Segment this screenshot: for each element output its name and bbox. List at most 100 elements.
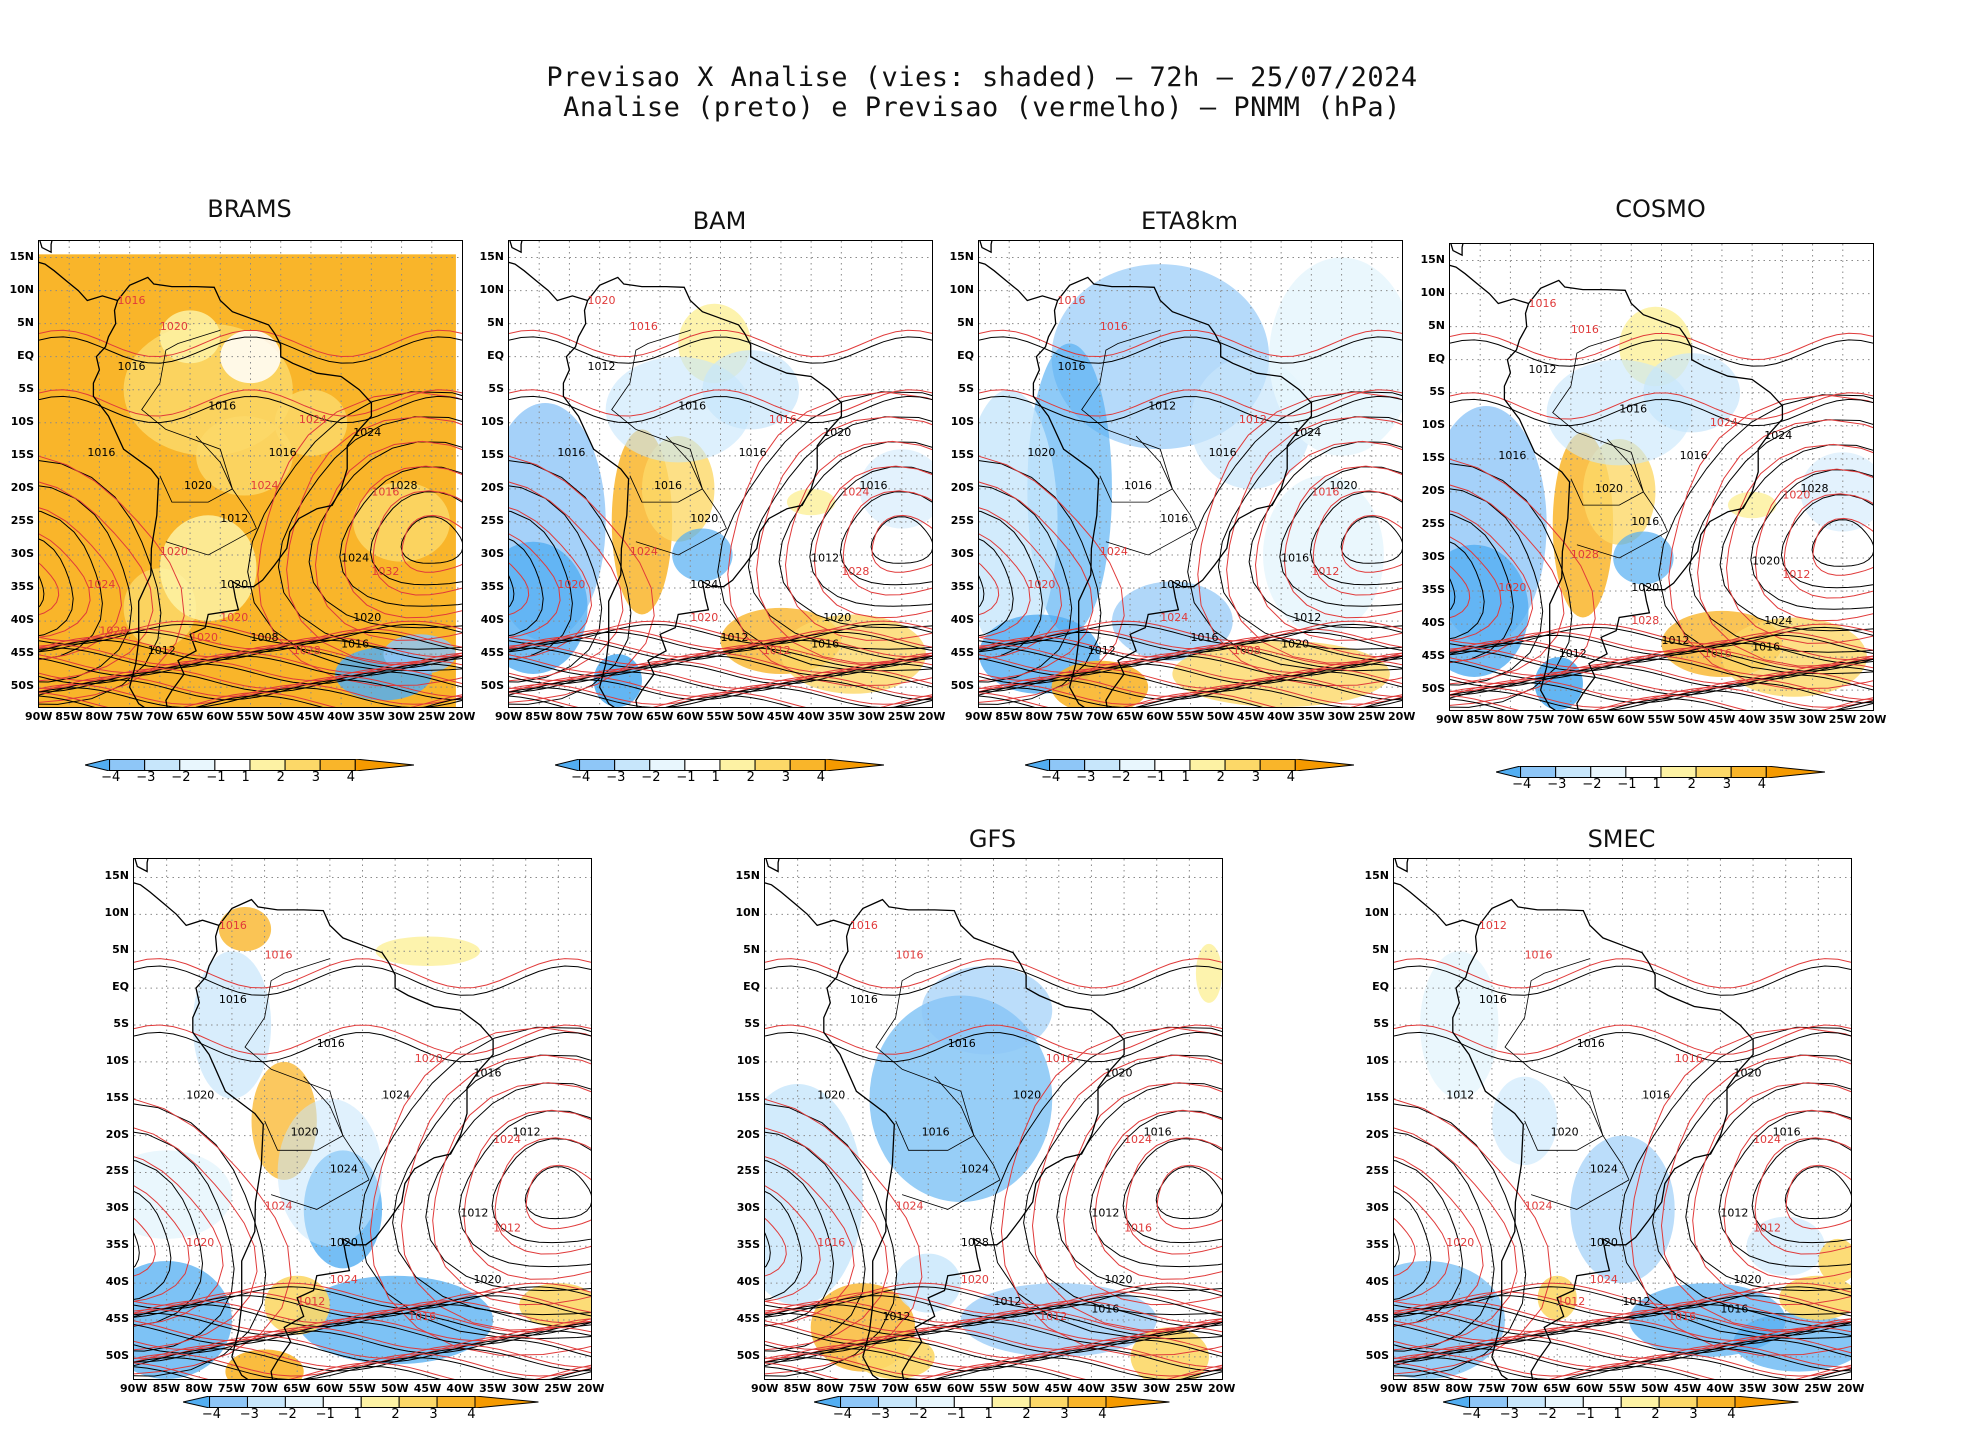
isobar-label-analysis: 1020 xyxy=(823,611,851,624)
isobar-label-analysis: 1016 xyxy=(739,446,767,459)
border xyxy=(901,1179,1001,1210)
isobar xyxy=(134,1031,591,1063)
border xyxy=(1530,1179,1630,1210)
isobar-label-analysis: 1016 xyxy=(850,993,878,1006)
isobar-label-forecast: 1024 xyxy=(1710,416,1738,429)
isobar-label-analysis: 1012 xyxy=(460,1207,488,1220)
isobar-label-forecast: 1016 xyxy=(817,1236,845,1249)
colorbar-swatch xyxy=(1118,759,1155,771)
isobar xyxy=(1394,1362,1851,1379)
isobar-label-analysis: 1016 xyxy=(473,1067,501,1080)
isobar-label-analysis: 1020 xyxy=(1281,638,1309,651)
isobar-label-forecast: 1016 xyxy=(265,949,293,962)
isobar xyxy=(1450,541,1485,640)
isobar-label-analysis: 1012 xyxy=(220,512,248,525)
lat-tick-label: 5S xyxy=(113,1016,129,1030)
lat-tick-label: 15N xyxy=(735,869,760,883)
colorbar-swatch xyxy=(1105,1395,1170,1409)
isobar xyxy=(39,336,462,364)
isobar xyxy=(1394,1326,1851,1351)
lat-tick-label: 30S xyxy=(480,546,504,560)
isobar-label-forecast: 1016 xyxy=(1525,949,1553,962)
isobar-label-analysis: 1016 xyxy=(1191,631,1219,644)
isobar xyxy=(134,1365,591,1379)
isobar xyxy=(979,507,1063,660)
isobar-label-analysis: 1024 xyxy=(1590,1162,1618,1175)
isobar-label-forecast: 1012 xyxy=(297,1295,325,1308)
isobar-label-forecast: 1020 xyxy=(1498,581,1526,594)
isobar xyxy=(1248,441,1402,629)
isobar-label-analysis: 1016 xyxy=(1642,1089,1670,1102)
isobar-label-forecast: 1020 xyxy=(588,294,616,307)
isobar xyxy=(979,644,1402,666)
coastline xyxy=(92,276,373,707)
lat-tick-label: 45S xyxy=(10,646,34,660)
colorbar-swatch xyxy=(1224,759,1261,771)
isobar xyxy=(979,389,1402,417)
lon-tick-label: 50W xyxy=(1641,1382,1669,1395)
colorbar-label: 3 xyxy=(1060,1407,1069,1422)
isobar xyxy=(247,391,462,672)
colorbar-label: −4 xyxy=(201,1407,221,1422)
isobar xyxy=(809,466,932,607)
isobar xyxy=(425,1082,591,1292)
colorbar-swatch xyxy=(284,759,321,771)
isobar xyxy=(1394,1365,1851,1379)
isobar xyxy=(1394,1312,1851,1337)
isobar-label-forecast: 1012 xyxy=(1039,1310,1067,1323)
colorbar-label: 2 xyxy=(1687,777,1696,792)
lon-tick-label: 50W xyxy=(381,1382,409,1395)
isobar-label-forecast: 1016 xyxy=(896,949,924,962)
lat-tick-label: 20S xyxy=(736,1127,760,1141)
colorbar-swatch xyxy=(1734,1395,1799,1409)
colorbar-swatch xyxy=(108,759,145,771)
colorbar-label: 4 xyxy=(467,1407,476,1422)
lon-tick-label: 55W xyxy=(1608,1382,1636,1395)
isobar xyxy=(134,965,591,996)
isobar xyxy=(1394,1024,1851,1055)
isobar-label-forecast: 1028 xyxy=(293,644,321,657)
isobar xyxy=(1660,1054,1851,1331)
lon-tick-label: 20W xyxy=(918,710,946,723)
isobar-label-forecast: 1024 xyxy=(1100,545,1128,558)
isobar xyxy=(39,660,462,682)
isobar xyxy=(39,628,462,650)
isobar xyxy=(39,623,462,645)
lon-tick-label: 70W xyxy=(881,1382,910,1395)
lon-tick-label: 80W xyxy=(816,1382,844,1395)
lon-tick-label: 55W xyxy=(1176,710,1204,723)
isobar-label-analysis: 1016 xyxy=(1680,449,1708,462)
lat-tick-label: 45S xyxy=(480,646,504,660)
isobar xyxy=(979,676,1402,697)
isobar-label-forecast: 1016 xyxy=(1668,1310,1696,1323)
isobar xyxy=(509,644,932,666)
isobar xyxy=(134,1344,591,1368)
lon-tick-label: 65W xyxy=(1543,1382,1571,1395)
isobar xyxy=(1394,1300,1851,1324)
colorbar-label: −1 xyxy=(676,770,696,785)
colorbar-swatch xyxy=(1696,1396,1736,1408)
colorbar-label: −2 xyxy=(641,770,661,785)
isobar xyxy=(1450,679,1873,700)
isobar-label-analysis: 1016 xyxy=(1209,446,1237,459)
colorbar-label: −1 xyxy=(946,1407,966,1422)
colorbar-label: 3 xyxy=(1251,770,1260,785)
lat-tick-label: 15S xyxy=(105,1090,129,1104)
isobar xyxy=(134,1362,591,1379)
colorbar-swatch xyxy=(474,1395,539,1409)
coastline xyxy=(823,898,1125,1379)
isobar xyxy=(1187,391,1402,672)
lon-tick-label: 80W xyxy=(555,710,583,723)
isobar-label-analysis: 1016 xyxy=(1479,993,1507,1006)
colorbar-label: −3 xyxy=(870,1407,890,1422)
lat-tick-label: 40S xyxy=(1365,1275,1389,1289)
isobar-label-analysis: 1016 xyxy=(1498,449,1526,462)
isobar-label-forecast: 1012 xyxy=(1311,565,1339,578)
colorbar-label: −4 xyxy=(1041,770,1061,785)
isobar xyxy=(979,481,1094,682)
isobar-label-forecast: 1012 xyxy=(1782,568,1810,581)
figure-title-line1: Previsao X Analise (vies: shaded) – 72h … xyxy=(546,62,1418,93)
coastline xyxy=(1450,264,1529,305)
isobar xyxy=(1394,1335,1851,1359)
isobar xyxy=(1217,416,1402,650)
